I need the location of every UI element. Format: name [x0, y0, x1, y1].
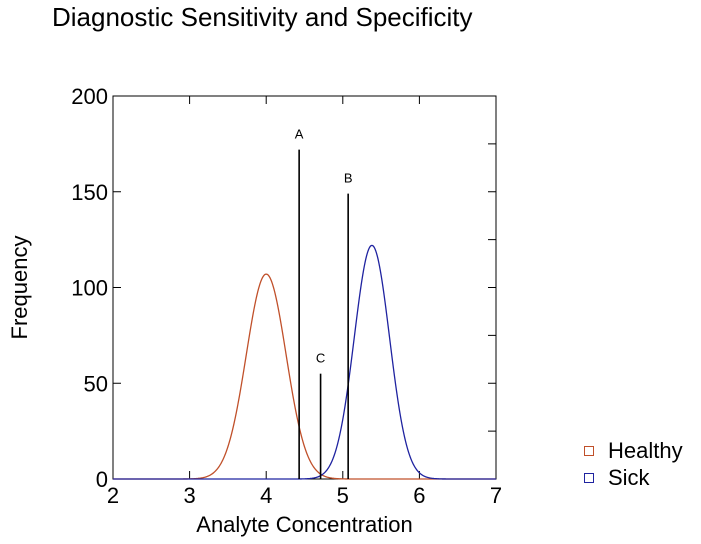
legend-item-sick: Sick	[584, 464, 683, 491]
legend-swatch-healthy	[584, 445, 594, 456]
legend-label-healthy: Healthy	[608, 438, 683, 463]
x-tick-label: 6	[413, 483, 425, 508]
legend: Healthy Sick	[584, 437, 683, 491]
legend-label-sick: Sick	[608, 465, 650, 490]
marker-label-c: C	[316, 351, 325, 366]
legend-item-healthy: Healthy	[584, 437, 683, 464]
plot-frame	[112, 95, 497, 480]
x-tick-label: 2	[107, 483, 119, 508]
x-axis-label: Analyte Concentration	[196, 512, 412, 537]
x-tick-label: 4	[260, 483, 272, 508]
marker-label-a: A	[295, 127, 304, 142]
x-tick-label: 7	[490, 483, 502, 508]
x-tick-label: 3	[183, 483, 195, 508]
series-line-sick	[113, 244, 496, 480]
y-axis-label: Frequency	[7, 236, 32, 340]
y-tick-label: 150	[71, 180, 108, 205]
series-line-healthy	[113, 273, 496, 480]
chart-title: Diagnostic Sensitivity and Specificity	[52, 2, 473, 32]
y-tick-label: 200	[71, 84, 108, 109]
y-tick-label: 50	[84, 371, 108, 396]
y-tick-label: 100	[71, 276, 108, 301]
marker-label-b: B	[344, 171, 353, 186]
x-tick-label: 5	[337, 483, 349, 508]
y-tick-label: 0	[96, 467, 108, 492]
legend-swatch-sick	[584, 472, 594, 483]
